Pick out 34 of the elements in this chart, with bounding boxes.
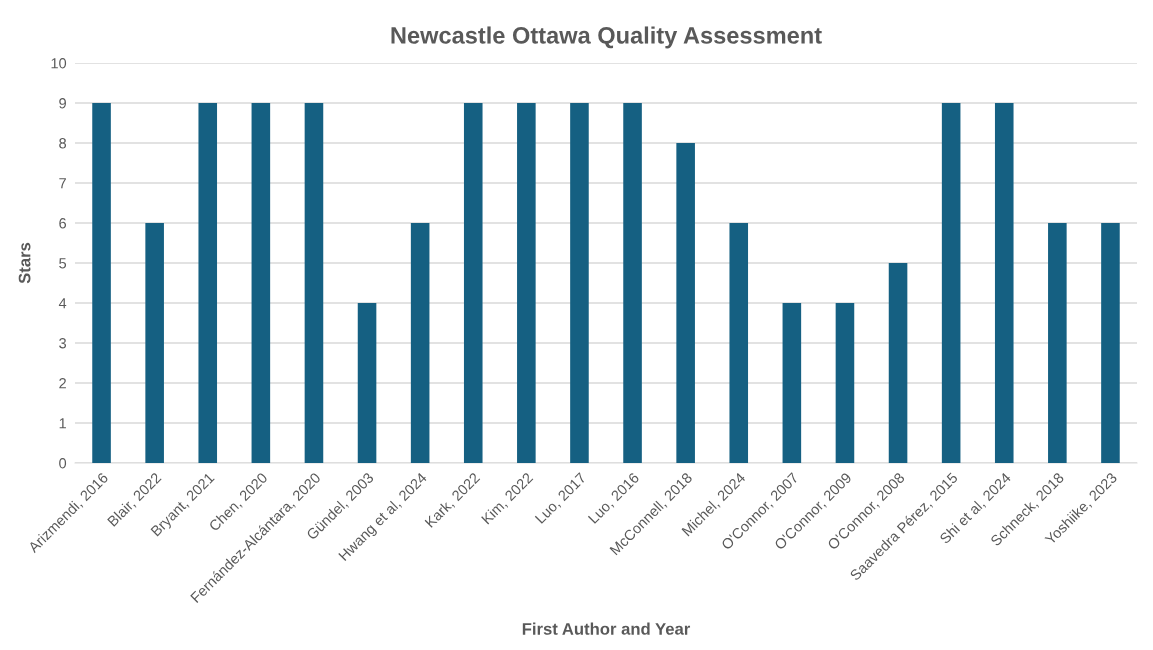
bar: [1048, 223, 1067, 463]
bar: [517, 103, 536, 463]
y-tick-label: 0: [59, 458, 67, 469]
y-tick-label: 3: [59, 338, 67, 349]
bar: [251, 103, 271, 463]
y-tick-label: 8: [59, 138, 67, 149]
bar: [941, 103, 961, 463]
bar: [145, 223, 164, 463]
y-tick-label: 7: [59, 178, 66, 189]
chart-title: Newcastle Ottawa Quality Assessment: [391, 26, 822, 49]
bar: [357, 303, 377, 463]
bar: [676, 143, 695, 463]
y-tick-label: 6: [59, 218, 67, 229]
bar: [1101, 223, 1120, 463]
y-tick-label: 9: [59, 98, 66, 109]
bar: [463, 103, 483, 463]
y-tick-label: 5: [59, 258, 67, 269]
bar: [92, 103, 111, 463]
bar: [304, 103, 324, 463]
y-tick-label: 4: [58, 298, 67, 309]
bar: [570, 103, 589, 463]
bar: [888, 263, 908, 463]
x-axis-title: First Author and Year: [522, 622, 691, 635]
y-tick-label: 1: [59, 418, 66, 429]
bar: [782, 303, 802, 463]
bar: [994, 103, 1014, 463]
y-tick-label: 10: [51, 58, 67, 69]
bar: [410, 223, 430, 463]
bar: [623, 103, 642, 463]
bar: [729, 223, 749, 463]
bar: [835, 303, 855, 463]
bar: [198, 103, 218, 463]
y-axis-title: Stars: [18, 242, 31, 284]
y-tick-label: 2: [59, 378, 66, 389]
